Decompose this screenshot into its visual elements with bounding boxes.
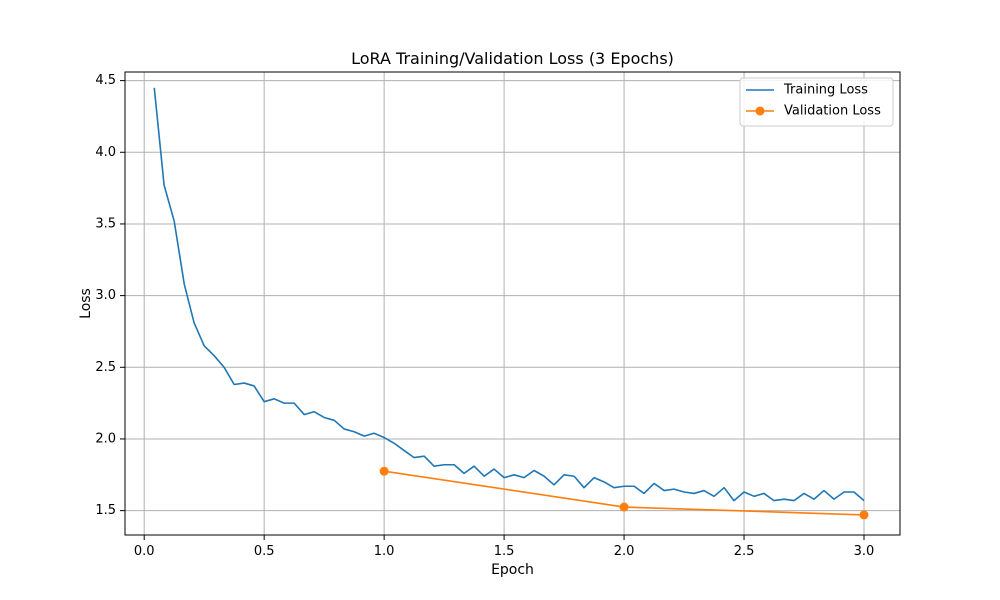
x-tick-label: 3.0: [854, 544, 875, 559]
series-0: [153, 87, 865, 502]
legend: Training Loss Validation Loss: [739, 77, 894, 127]
grid: [125, 72, 900, 535]
plot-area-frame: [124, 71, 901, 536]
x-axis-label: Epoch: [491, 562, 534, 578]
legend-marker: [755, 106, 765, 116]
series-1: [379, 466, 869, 520]
y-tick-label: 2.5: [95, 360, 116, 375]
y-tick-label: 4.0: [95, 145, 116, 160]
x-tick-label: 0.0: [134, 544, 155, 559]
series-line: [153, 87, 865, 502]
x-tick-label: 2.5: [734, 544, 755, 559]
x-tick-label: 1.5: [494, 544, 515, 559]
data-point: [859, 510, 869, 520]
legend-box: [739, 77, 894, 127]
y-tick-label: 2.0: [95, 431, 116, 446]
y-tick-label: 4.5: [95, 73, 116, 88]
x-tick-label: 0.5: [254, 544, 275, 559]
data-point: [379, 466, 389, 476]
series-layer: [153, 87, 869, 520]
legend-label: Validation Loss: [784, 104, 881, 119]
x-tick-label: 2.0: [614, 544, 635, 559]
legend-label: Training Loss: [783, 83, 868, 98]
x-tick-label: 1.0: [374, 544, 395, 559]
y-tick-label: 1.5: [95, 503, 116, 518]
y-tick-label: 3.0: [95, 288, 116, 303]
y-tick-label: 3.5: [95, 216, 116, 231]
y-axis-label: Loss: [78, 288, 94, 319]
data-point: [619, 502, 629, 512]
ticks: 0.0 0.5 1.0 1.5 2.0 2.5 3.0 1.5 2.0 2.5 3.0 3.5 4.0 4…: [95, 73, 874, 559]
chart-title: LoRA Training/Validation Loss (3 Epochs): [351, 49, 674, 68]
